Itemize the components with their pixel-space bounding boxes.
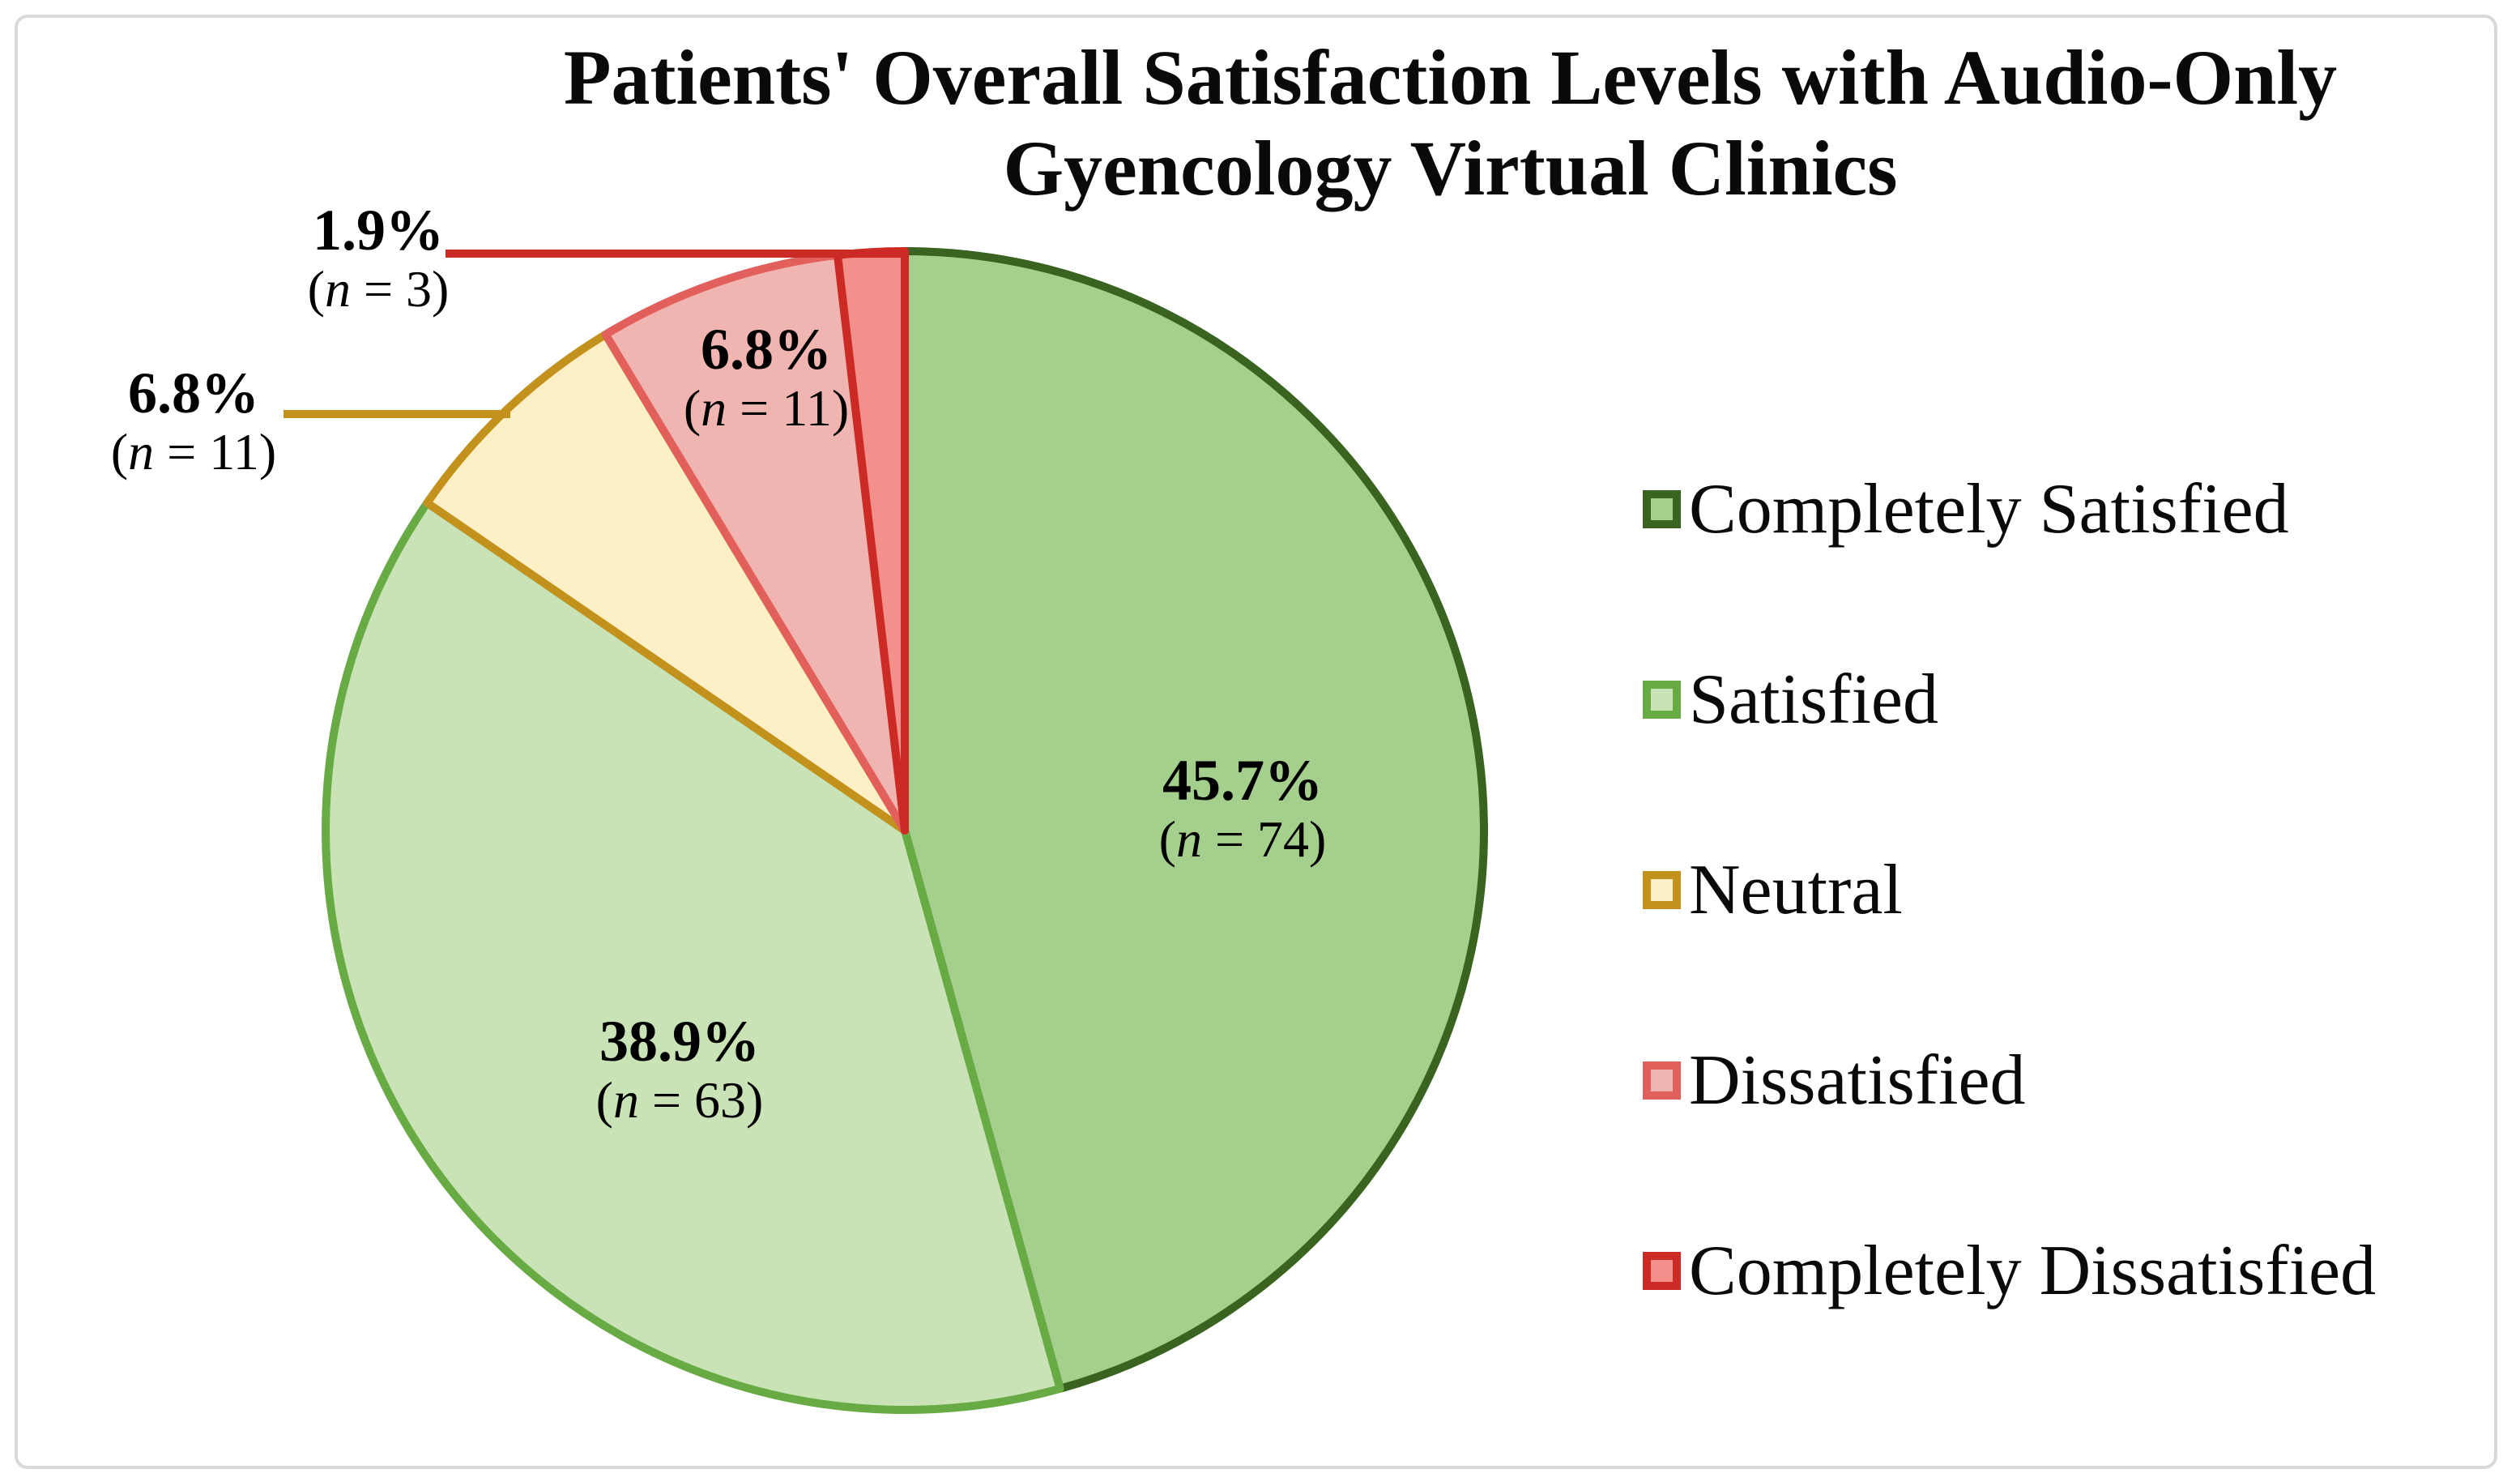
- n-symbol: n: [324, 260, 351, 318]
- n-symbol: n: [612, 1071, 639, 1129]
- pct-value: 45.7%: [1162, 748, 1323, 813]
- n-value: (n = 11): [110, 423, 277, 480]
- pie-slice-completely-satisfied: [901, 247, 1488, 1393]
- legend-item-satisfied: Satisfied: [1643, 604, 2493, 795]
- legend-label: Dissatisfied: [1689, 1040, 2026, 1120]
- legend-item-completely-dissatisfied: Completely Dissatisfied: [1643, 1176, 2493, 1366]
- data-label-satisfied: 38.9% (n = 63): [596, 1010, 764, 1128]
- legend-label: Neutral: [1689, 850, 1903, 929]
- chart-title-line1: Patients' Overall Satisfaction Levels wi…: [563, 34, 2338, 121]
- data-label-completely-dissatisfied-callout: 1.9% (n = 3): [308, 199, 450, 317]
- pie-chart: [284, 246, 1488, 1414]
- n-value: (n = 3): [307, 260, 450, 318]
- legend-swatch-neutral: [1643, 871, 1681, 909]
- pct-value: 6.8%: [701, 317, 832, 382]
- data-label-completely-satisfied: 45.7% (n = 74): [1159, 749, 1327, 867]
- data-label-neutral-callout: 6.8% (n = 11): [111, 361, 276, 480]
- chart-title-line2: Gyencology Virtual Clinics: [1003, 125, 1898, 211]
- n-value: (n = 74): [1158, 810, 1327, 868]
- chart-title: Patients' Overall Satisfaction Levels wi…: [405, 32, 2496, 214]
- legend-swatch-completely-satisfied: [1643, 490, 1681, 528]
- pct-value: 38.9%: [599, 1009, 760, 1074]
- n-symbol: n: [128, 423, 155, 480]
- n-value: (n = 11): [683, 379, 850, 437]
- legend-label: Completely Dissatisfied: [1689, 1231, 2377, 1310]
- data-label-dissatisfied: 6.8% (n = 11): [684, 318, 849, 436]
- legend-swatch-dissatisfied: [1643, 1061, 1681, 1100]
- pie-slice-satisfied: [322, 498, 1064, 1414]
- legend-item-neutral: Neutral: [1643, 795, 2493, 985]
- legend: Completely Satisfied Satisfied Neutral D…: [1643, 414, 2493, 1366]
- pct-value: 1.9%: [313, 198, 444, 263]
- n-symbol: n: [701, 379, 727, 437]
- pct-value: 6.8%: [128, 361, 259, 425]
- pie-slice-neutral: [423, 330, 909, 835]
- legend-label: Satisfied: [1689, 660, 1938, 739]
- n-value: (n = 63): [595, 1071, 764, 1129]
- legend-label: Completely Satisfied: [1689, 469, 2289, 549]
- legend-item-completely-satisfied: Completely Satisfied: [1643, 414, 2493, 604]
- legend-item-dissatisfied: Dissatisfied: [1643, 985, 2493, 1176]
- legend-swatch-satisfied: [1643, 681, 1681, 719]
- legend-swatch-completely-dissatisfied: [1643, 1252, 1681, 1290]
- n-symbol: n: [1175, 810, 1202, 868]
